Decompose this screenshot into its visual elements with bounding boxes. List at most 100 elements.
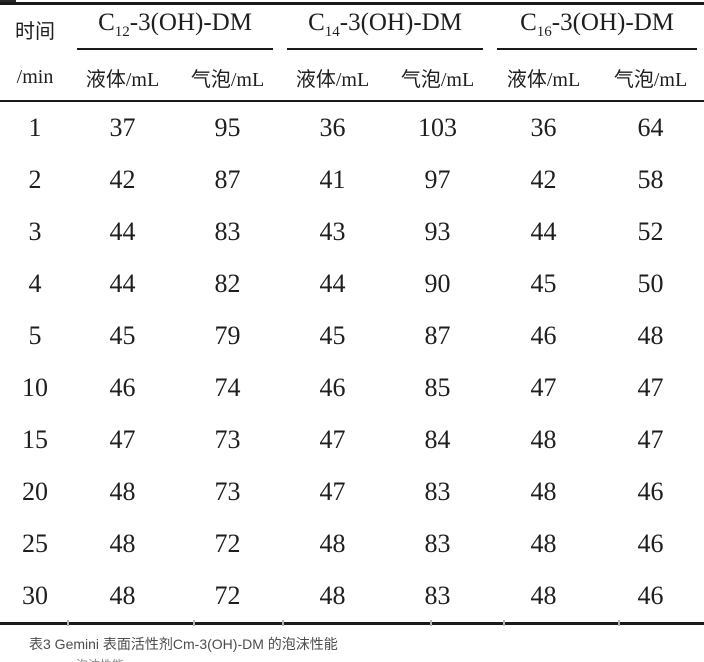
cell-value: 103 bbox=[418, 113, 458, 142]
cell-value: 84 bbox=[424, 425, 451, 454]
cell-value: 83 bbox=[214, 217, 241, 246]
cell-value: 45 bbox=[109, 321, 136, 350]
cell-value: 72 bbox=[214, 529, 241, 558]
cell-value: 45 bbox=[530, 269, 557, 298]
cell-value: 46 bbox=[530, 321, 557, 350]
table-row: 25 48 72 48 83 48 46 bbox=[0, 518, 704, 570]
cell-value: 47 bbox=[319, 425, 346, 454]
cell-value: 83 bbox=[424, 477, 451, 506]
table-row: 4 44 82 44 90 45 50 bbox=[0, 258, 704, 310]
header-row-units: /min 液体/mL 气泡/mL 液体/mL 气泡/mL 液体/mL 气泡/mL bbox=[0, 54, 704, 102]
col-group-c16: C16-3(OH)-DM bbox=[490, 4, 704, 55]
table-caption: 表3 Gemini 表面活性剂Cm-3(OH)-DM 的泡沫性能 bbox=[29, 636, 338, 652]
col-header-liquid-c16: 液体/mL bbox=[490, 54, 598, 102]
cell-value: 74 bbox=[214, 373, 241, 402]
cell-time: 2 bbox=[28, 165, 42, 194]
cell-value: 83 bbox=[424, 529, 451, 558]
col-header-bubble-c16: 气泡/mL bbox=[597, 54, 704, 102]
cell-value: 47 bbox=[109, 425, 136, 454]
cell-value: 46 bbox=[637, 529, 664, 558]
cell-value: 48 bbox=[530, 529, 557, 558]
cell-time: 1 bbox=[28, 113, 42, 142]
subscript: 16 bbox=[536, 24, 552, 41]
cell-value: 41 bbox=[319, 165, 346, 194]
cell-value: 83 bbox=[385, 570, 491, 625]
cell-value: 48 bbox=[490, 570, 598, 625]
cell-value: 42 bbox=[530, 165, 557, 194]
table-row: 15 47 73 47 84 48 47 bbox=[0, 414, 704, 466]
cell-value: 46 bbox=[109, 373, 136, 402]
cell-value: 50 bbox=[637, 269, 664, 298]
col-header-liquid-c14: 液体/mL bbox=[280, 54, 386, 102]
foam-performance-table: 时间 C12-3(OH)-DM C14-3(OH)-DM C16-3(OH)-D… bbox=[0, 2, 704, 625]
cell-value: 36 bbox=[530, 113, 557, 142]
cell-time: 3 bbox=[28, 217, 42, 246]
cell-value: 97 bbox=[424, 165, 451, 194]
scan-artifact-tick bbox=[503, 620, 505, 626]
cell-value: 79 bbox=[214, 321, 241, 350]
cell-value: 37 bbox=[109, 113, 136, 142]
table-row: 20 48 73 47 83 48 46 bbox=[0, 466, 704, 518]
cell-value: 48 bbox=[280, 570, 386, 625]
col-header-time-unit: /min bbox=[0, 54, 70, 102]
cell-value: 90 bbox=[424, 269, 451, 298]
cell-value: 72 bbox=[175, 570, 281, 625]
cell-value: 45 bbox=[319, 321, 346, 350]
cell-value: 48 bbox=[109, 529, 136, 558]
cell-value: 47 bbox=[530, 373, 557, 402]
cell-value: 48 bbox=[109, 477, 136, 506]
table-row: 10 46 74 46 85 47 47 bbox=[0, 362, 704, 414]
cell-value: 58 bbox=[637, 165, 664, 194]
cell-value: 42 bbox=[109, 165, 136, 194]
scan-artifact-tick bbox=[193, 620, 195, 626]
col-group-c12-label: C12-3(OH)-DM bbox=[77, 9, 274, 50]
cell-time: 30 bbox=[0, 570, 70, 625]
scan-artifact-tick bbox=[67, 620, 69, 626]
cell-value: 87 bbox=[214, 165, 241, 194]
cell-value: 48 bbox=[530, 425, 557, 454]
cell-time: 4 bbox=[28, 269, 42, 298]
table-header: 时间 C12-3(OH)-DM C14-3(OH)-DM C16-3(OH)-D… bbox=[0, 4, 704, 102]
cell-value: 64 bbox=[637, 113, 664, 142]
scan-artifact-mark bbox=[0, 0, 16, 3]
truncated-next-line: 泡沫性能 bbox=[76, 656, 124, 662]
header-row-groups: 时间 C12-3(OH)-DM C14-3(OH)-DM C16-3(OH)-D… bbox=[0, 4, 704, 55]
cell-value: 73 bbox=[214, 425, 241, 454]
scan-artifact-tick bbox=[430, 620, 432, 626]
cell-value: 47 bbox=[319, 477, 346, 506]
cell-value: 95 bbox=[214, 113, 241, 142]
cell-value: 43 bbox=[319, 217, 346, 246]
cell-value: 47 bbox=[637, 425, 664, 454]
table-row: 3 44 83 43 93 44 52 bbox=[0, 206, 704, 258]
table-body: 1 37 95 36 103 36 64 2 42 87 41 97 42 58 3 44 83 43 93 44 52… bbox=[0, 101, 704, 625]
table-row: 1 37 95 36 103 36 64 bbox=[0, 101, 704, 154]
cell-value: 48 bbox=[530, 477, 557, 506]
subscript: 12 bbox=[114, 24, 130, 41]
cell-value: 87 bbox=[424, 321, 451, 350]
cell-value: 46 bbox=[597, 570, 704, 625]
cell-time: 10 bbox=[22, 373, 48, 402]
cell-time: 15 bbox=[22, 425, 48, 454]
scan-artifact-tick bbox=[618, 620, 620, 626]
cell-time: 5 bbox=[28, 321, 42, 350]
cell-value: 48 bbox=[319, 529, 346, 558]
cell-value: 85 bbox=[424, 373, 451, 402]
col-header-liquid-c12: 液体/mL bbox=[70, 54, 175, 102]
cell-value: 36 bbox=[319, 113, 346, 142]
cell-value: 44 bbox=[109, 217, 136, 246]
cell-value: 48 bbox=[637, 321, 664, 350]
col-header-time: 时间 bbox=[15, 21, 55, 43]
cell-value: 46 bbox=[637, 477, 664, 506]
cell-value: 44 bbox=[319, 269, 346, 298]
cell-value: 46 bbox=[319, 373, 346, 402]
cell-value: 73 bbox=[214, 477, 241, 506]
col-group-c16-label: C16-3(OH)-DM bbox=[497, 9, 698, 50]
table-row: 30 48 72 48 83 48 46 bbox=[0, 570, 704, 625]
col-group-c12: C12-3(OH)-DM bbox=[70, 4, 280, 55]
cell-value: 48 bbox=[70, 570, 175, 625]
col-header-bubble-c14: 气泡/mL bbox=[385, 54, 491, 102]
cell-value: 47 bbox=[637, 373, 664, 402]
cell-value: 44 bbox=[109, 269, 136, 298]
cell-time: 20 bbox=[22, 477, 48, 506]
